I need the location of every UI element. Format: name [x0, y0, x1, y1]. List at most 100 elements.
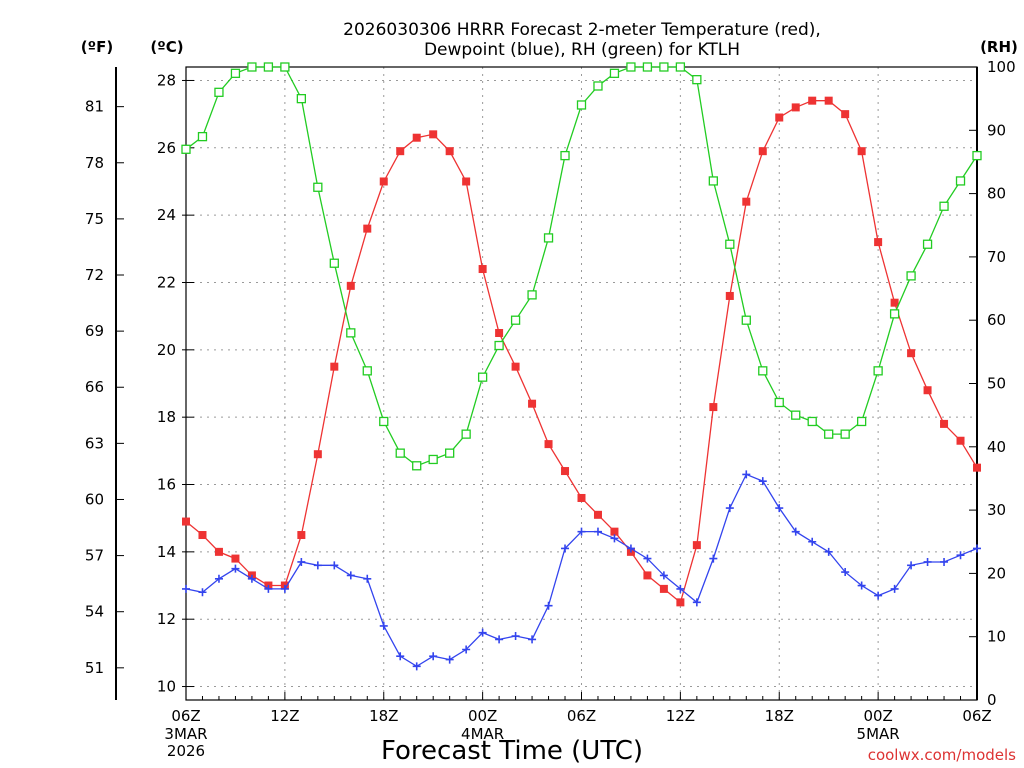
dewpoint-point [198, 588, 207, 597]
rh-tick-label: 100 [987, 58, 1016, 76]
fahrenheit-tick-label: 66 [85, 378, 104, 396]
rh-point [263, 62, 274, 72]
fahrenheit-tick-label: 75 [85, 210, 104, 228]
temperature-point [297, 531, 306, 540]
dewpoint-point [923, 557, 932, 566]
rh-tick-label: 70 [987, 248, 1006, 266]
rh-point [230, 68, 241, 78]
fahrenheit-tick-label: 51 [85, 659, 104, 677]
axes [115, 66, 978, 701]
temperature-point [429, 130, 438, 139]
rh-point [412, 461, 422, 471]
rh-point [576, 100, 587, 110]
temperature-point [643, 571, 652, 580]
rh-point [313, 182, 323, 192]
dewpoint-point [264, 584, 273, 593]
fahrenheit-tick-label: 54 [85, 603, 104, 621]
source-credit: coolwx.com/models [868, 746, 1016, 764]
temperature-point [544, 440, 553, 449]
rh-point [428, 454, 438, 465]
dewpoint-point [956, 551, 965, 560]
temperature-point [593, 510, 602, 519]
temperature-point [610, 527, 619, 536]
temperature-point [841, 110, 850, 119]
dewpoint-point [445, 655, 454, 664]
rh-point [395, 448, 405, 458]
date-label: 4MAR [461, 725, 504, 743]
temperature-point [363, 224, 372, 233]
celsius-tick-label: 24 [157, 206, 176, 224]
dewpoint-point [841, 568, 850, 577]
temperature-point [824, 96, 833, 105]
temperature-point [874, 238, 883, 247]
dewpoint-point [214, 574, 223, 583]
tick-labels: 10 12 14 16 18 20 22 24 26 28 51 54 57 60 63 66 69 72 75 78… [85, 58, 1016, 760]
dewpoint-point [561, 544, 570, 553]
fahrenheit-tick-label: 57 [85, 547, 104, 565]
celsius-tick-label: 16 [157, 476, 176, 494]
fahrenheit-tick-label: 78 [85, 154, 104, 172]
temperature-point [775, 113, 784, 122]
dewpoint-point [775, 504, 784, 513]
dewpoint-point [363, 574, 372, 583]
grid-lines [186, 67, 977, 700]
celsius-tick-label: 18 [157, 408, 176, 426]
dewpoint-point [313, 561, 322, 570]
dewpoint-point [709, 554, 718, 563]
x-tick-label: 06Z [171, 707, 200, 725]
temperature-point [528, 399, 537, 408]
rh-point [824, 429, 834, 439]
fahrenheit-tick-label: 60 [85, 490, 104, 508]
celsius-tick-label: 10 [157, 678, 176, 696]
temperature-point [577, 493, 586, 502]
data-series [181, 62, 982, 671]
dewpoint-point [874, 591, 883, 600]
temperature-point [478, 265, 487, 274]
rh-point [560, 150, 570, 161]
temperature-point [495, 328, 504, 337]
temperature-point [313, 450, 322, 459]
temperature-point [973, 463, 981, 472]
fahrenheit-unit-label: (ºF) [81, 38, 113, 56]
temperature-point [396, 147, 405, 156]
dewpoint-point [907, 561, 916, 570]
rh-point [296, 94, 307, 104]
rh-point [197, 131, 208, 142]
temperature-point [742, 197, 751, 206]
dewpoint-point [396, 652, 405, 661]
temperature-point [725, 291, 734, 300]
dewpoint-point [379, 621, 388, 630]
dewpoint-point [626, 544, 635, 553]
rh-point [889, 309, 900, 319]
celsius-tick-label: 12 [157, 610, 176, 628]
fahrenheit-tick-label: 63 [85, 434, 104, 452]
fahrenheit-tick-label: 81 [85, 98, 104, 116]
dewpoint-point [610, 534, 619, 543]
celsius-tick-label: 14 [157, 543, 176, 561]
rh-point [906, 271, 916, 281]
fahrenheit-tick-label: 72 [85, 266, 104, 284]
dewpoint-point [577, 527, 586, 536]
rh-point [791, 410, 801, 420]
temperature-point [923, 386, 932, 395]
rh-unit-label: (RH) [980, 38, 1018, 56]
temperature-point [214, 547, 223, 556]
dewpoint-point [478, 628, 487, 637]
temperature-point [462, 177, 471, 186]
celsius-unit-label: (ºC) [150, 38, 183, 56]
temperature-point [676, 598, 685, 607]
dewpoint-point [890, 584, 899, 593]
rh-tick-label: 60 [987, 311, 1006, 329]
dewpoint-point [462, 645, 471, 654]
temperature-point [791, 103, 800, 112]
dewpoint-point [247, 574, 256, 583]
rh-point [379, 416, 389, 427]
dewpoint-point [231, 564, 240, 573]
dewpoint-point [280, 584, 289, 593]
rh-tick-label: 0 [987, 691, 997, 709]
rh-point [609, 68, 620, 78]
rh-point [214, 87, 224, 97]
rh-point [758, 366, 768, 376]
rh-point [280, 62, 290, 72]
